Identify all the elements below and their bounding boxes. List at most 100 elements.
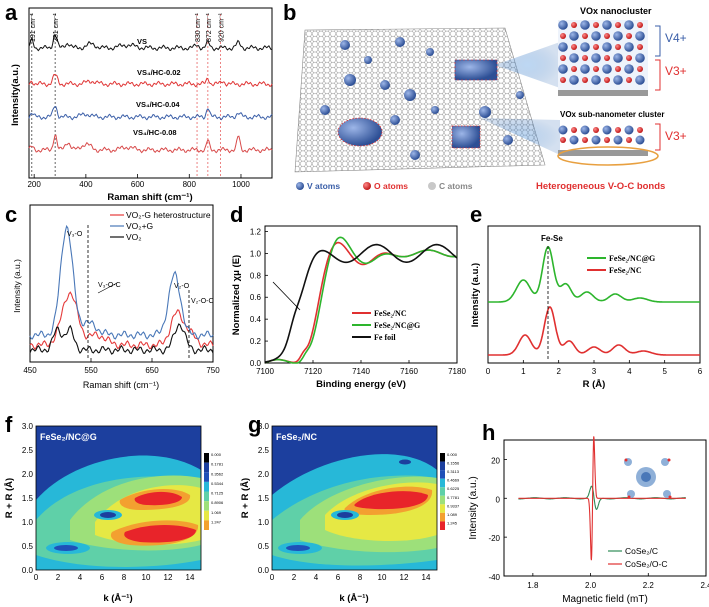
v-atom xyxy=(580,42,590,52)
x-tick-label: 14 xyxy=(422,573,431,582)
panel-b-schematic: b VOx nanocluster xyxy=(283,0,687,192)
o-atom xyxy=(571,22,577,28)
legend-e-text-0: FeSe₂/NC@G xyxy=(609,254,655,263)
x-tick-label: 6 xyxy=(100,573,105,582)
x-tick-label: 14 xyxy=(186,573,195,582)
v-atom xyxy=(613,75,623,85)
cluster xyxy=(404,89,416,101)
colorbar-swatch xyxy=(204,501,209,511)
large-cluster xyxy=(338,118,382,146)
heatmap-g-contours xyxy=(272,454,437,570)
y-tick-label: 3.0 xyxy=(258,422,270,431)
nanocluster-model xyxy=(558,20,648,96)
panel-label-e: e xyxy=(470,202,482,227)
v-atom xyxy=(635,31,645,41)
series-e xyxy=(488,245,700,356)
v-atom xyxy=(624,20,634,30)
cluster xyxy=(320,105,330,115)
x-axis-label-c: Raman shift (cm⁻¹) xyxy=(83,380,159,390)
molecule-o xyxy=(624,458,628,462)
o-atom xyxy=(560,55,566,61)
cluster xyxy=(364,56,372,64)
x-tick-label: 1000 xyxy=(232,180,250,189)
x-tick-label: 3 xyxy=(592,367,597,376)
legend-v: V atoms xyxy=(307,181,340,191)
cluster xyxy=(340,40,350,50)
v-atom xyxy=(635,53,645,63)
colorbar-label: 0.000 xyxy=(447,452,458,457)
panel-label-b: b xyxy=(283,0,296,25)
legend-e-text-1: FeSe₂/NC xyxy=(609,266,642,275)
colorbar-f: 0.000 0.1781 0.3562 0.5344 0.7125 0.8906 1.069… xyxy=(204,452,224,530)
molecule-inset xyxy=(624,458,672,499)
v-atom xyxy=(602,125,612,135)
cluster xyxy=(479,106,491,118)
v-atom xyxy=(613,53,623,63)
colorbar-label: 0.4669 xyxy=(447,478,460,483)
x-tick-label: 12 xyxy=(164,573,173,582)
o-atom xyxy=(615,22,621,28)
x-tick-label: 7180 xyxy=(448,367,466,376)
x-tick-label: 2 xyxy=(556,367,561,376)
o-atom xyxy=(593,22,599,28)
legend-d: FeSe₂/NC FeSe₂/NC@G Fe foil xyxy=(352,309,420,342)
panel-e: e Fe-Se FeSe₂/NC@G FeSe₂/NC 0 1 2 3 4 5 6 R (Å… xyxy=(470,202,703,390)
plot-frame-h xyxy=(503,439,707,577)
x-tick-label: 550 xyxy=(84,366,98,375)
o-atom xyxy=(582,77,588,83)
y-tick-label: 20 xyxy=(491,456,500,465)
panel-label-g: g xyxy=(248,412,261,437)
ticks-h: 1.8 2.0 2.2 2.4 -40 -20 0 20 xyxy=(488,456,709,590)
colorbar-label: 1.247 xyxy=(211,519,222,524)
o-atom xyxy=(571,44,577,50)
colorbar-swatch xyxy=(204,491,209,502)
x-tick-label: 1.8 xyxy=(527,581,539,590)
panel-g: g FeSe₂/NC 0 2 4 6 8 10 12 14 0.0 0.5 1.0 1.5 2.0 2.5… xyxy=(240,412,460,604)
x-tick-label: 0 xyxy=(34,573,39,582)
o-atom xyxy=(604,137,610,143)
x-tick-label: 2 xyxy=(292,573,297,582)
zoom-beam xyxy=(480,118,560,155)
o-atom xyxy=(593,66,599,72)
series-label: VS xyxy=(137,37,147,46)
series-line-FeSe2/NC@G xyxy=(488,245,700,303)
v-atom xyxy=(591,135,601,145)
colorbar-label: 1.089 xyxy=(447,512,458,517)
subnm-atoms xyxy=(558,125,645,145)
series-label: VS₄/HC-0.02 xyxy=(137,68,181,77)
o-atom xyxy=(582,55,588,61)
y-tick-label: 1.0 xyxy=(250,249,262,258)
v4-bracket xyxy=(655,25,661,57)
v-atom xyxy=(569,53,579,63)
colorbar-label: 0.3113 xyxy=(447,469,460,474)
colorbar-label: 0.7781 xyxy=(447,495,460,500)
plot-frame-g xyxy=(271,425,438,571)
cluster xyxy=(395,37,405,47)
legend-c-text-1: VO₂+G xyxy=(126,221,153,231)
bond-highlight xyxy=(557,146,659,166)
y-tick-label: 0.6 xyxy=(250,293,262,302)
y-tick-label: 2.0 xyxy=(22,470,34,479)
molecule-o xyxy=(668,495,672,499)
x-ticks-d: 7100 7120 7140 7160 7180 xyxy=(256,360,466,376)
colorbar-label: 0.5344 xyxy=(211,481,224,486)
v-atom xyxy=(602,42,612,52)
v-atom xyxy=(558,42,568,52)
y-axis-label-g: R + R (Å) xyxy=(240,478,251,518)
colorbar-label: 0.6225 xyxy=(447,486,460,491)
series-a: VS VS₄/HC-0.02 VS₄/HC-0.04 VS₄/HC-0.08 xyxy=(28,33,273,154)
v3-bracket xyxy=(655,59,661,91)
plot-frame-f xyxy=(35,425,202,571)
y-tick-label: 0.5 xyxy=(258,542,270,551)
x-tick-label: 200 xyxy=(27,180,41,189)
x-tick-label: 2.4 xyxy=(700,581,709,590)
v4-label: V4+ xyxy=(665,31,687,45)
v-atom xyxy=(580,20,590,30)
heatmap-title-f: FeSe₂/NC@G xyxy=(40,432,97,442)
o-atom xyxy=(626,33,632,39)
legend-d-text-1: FeSe₂/NC@G xyxy=(374,321,420,330)
o-atom xyxy=(615,44,621,50)
legend-h-text-1: CoSe₂/O-C xyxy=(625,559,668,569)
colorbar-swatch xyxy=(204,462,209,473)
x-tick-label: 2.0 xyxy=(585,581,597,590)
